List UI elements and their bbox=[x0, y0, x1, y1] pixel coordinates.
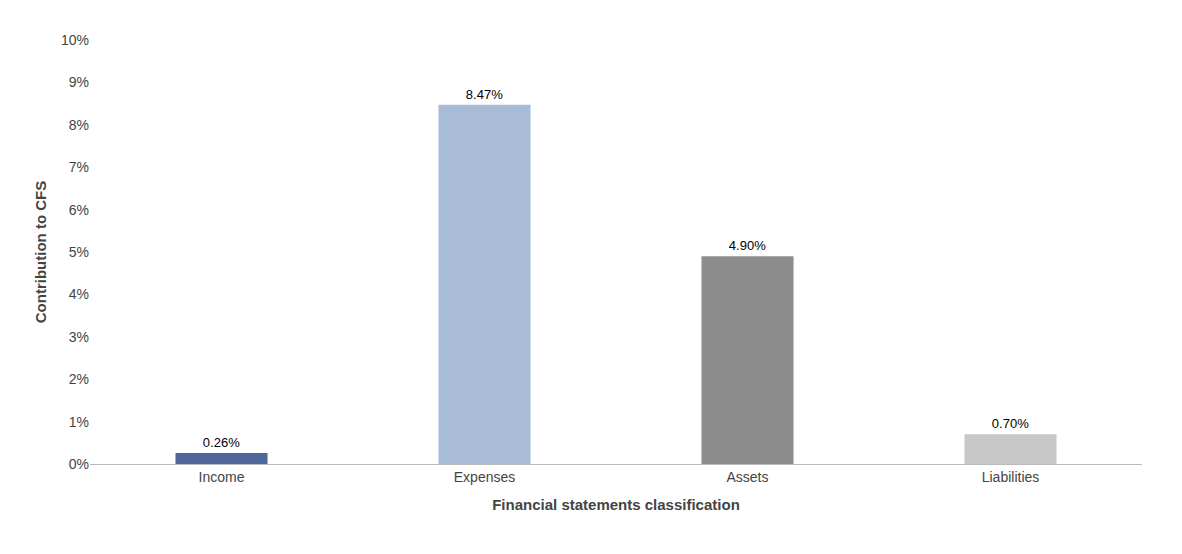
svg-text:2%: 2% bbox=[69, 371, 89, 387]
svg-text:4.90%: 4.90% bbox=[729, 238, 766, 253]
svg-text:8.47%: 8.47% bbox=[466, 87, 503, 102]
svg-text:4%: 4% bbox=[69, 286, 89, 302]
svg-text:Contribution to CFS: Contribution to CFS bbox=[32, 181, 49, 323]
svg-text:1%: 1% bbox=[69, 414, 89, 430]
svg-text:6%: 6% bbox=[69, 202, 89, 218]
svg-text:0.26%: 0.26% bbox=[203, 435, 240, 450]
svg-text:0%: 0% bbox=[69, 456, 89, 472]
svg-text:Assets: Assets bbox=[726, 469, 768, 485]
svg-text:Financial statements classific: Financial statements classification bbox=[492, 496, 740, 513]
svg-text:Expenses: Expenses bbox=[454, 469, 515, 485]
svg-text:5%: 5% bbox=[69, 244, 89, 260]
svg-text:Liabilities: Liabilities bbox=[982, 469, 1040, 485]
svg-text:Income: Income bbox=[199, 469, 245, 485]
svg-text:0.70%: 0.70% bbox=[992, 416, 1029, 431]
svg-text:8%: 8% bbox=[69, 117, 89, 133]
svg-text:9%: 9% bbox=[69, 74, 89, 90]
svg-text:7%: 7% bbox=[69, 159, 89, 175]
svg-text:10%: 10% bbox=[61, 32, 89, 48]
svg-text:3%: 3% bbox=[69, 329, 89, 345]
